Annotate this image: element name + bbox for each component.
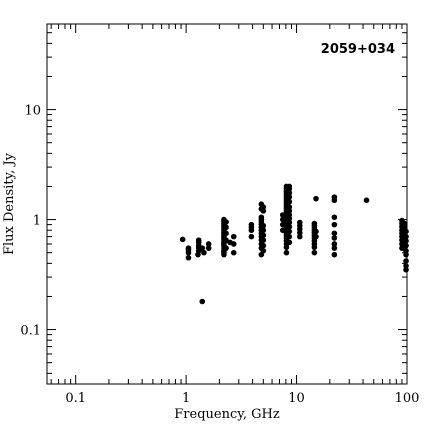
data-point [331,230,338,237]
data-point [230,249,237,256]
x-tick-label: 0.1 [65,391,86,406]
data-point [179,236,186,243]
data-point [286,233,293,240]
y-tick-label: 10 [24,104,41,119]
data-point [331,251,338,258]
data-point [403,238,409,244]
x-tick-label: 1 [182,391,190,406]
data-point [223,224,229,231]
data-point [230,241,237,247]
y-tick-labels: 0.1 1 10 [20,104,41,339]
data-point [260,222,267,229]
data-point [297,233,303,240]
data-point [260,237,267,243]
data-point [403,263,409,269]
data-point [331,221,338,228]
chart-title: 2059+034 [321,42,395,57]
data-point [331,194,338,200]
data-point [283,249,290,256]
data-point [313,228,319,235]
plot-frame [46,23,408,385]
data-point [223,245,229,251]
data-point [403,242,409,249]
x-axis-label: Frequency, GHz [174,407,280,422]
data-point [286,194,293,200]
data-point [248,221,255,228]
data-point [286,183,293,190]
data-point [403,258,409,264]
data-point [223,219,229,225]
data-point [205,241,212,247]
x-tick-labels: 0.1 1 10 100 [65,391,419,406]
data-point [260,208,267,214]
data-point [331,235,338,241]
data-point [286,239,293,246]
data-points [179,183,409,305]
data-point [403,228,409,235]
data-point [260,248,267,254]
y-axis-label: Flux Density, Jy [2,152,17,255]
y-tick-label: 1 [33,214,41,229]
data-point [258,214,265,221]
data-point [205,245,212,251]
data-point [260,232,267,239]
data-point [399,245,405,251]
data-point [223,230,229,237]
data-point [201,249,207,256]
data-point [403,233,409,240]
data-point [311,220,318,227]
data-point [363,197,370,204]
data-point [199,298,206,305]
data-point [286,223,293,230]
data-point [401,220,408,227]
data-point [286,228,293,235]
y-tick-label: 0.1 [20,324,41,339]
data-point [331,214,338,221]
data-point [286,190,293,196]
data-point [311,249,318,256]
data-point [260,242,267,249]
data-point [248,233,255,240]
axis-ticks [47,23,408,384]
data-point [331,245,338,251]
x-tick-label: 10 [288,391,305,406]
data-point [286,212,293,218]
data-point [195,237,202,243]
data-point [199,245,206,251]
data-point [286,204,293,210]
data-point [331,241,338,247]
x-tick-label: 100 [395,391,420,406]
data-point [260,227,267,234]
data-point [313,233,319,240]
data-point [286,199,293,205]
data-point [313,195,319,202]
data-point [185,254,192,261]
data-point [230,233,237,240]
data-point [403,248,409,254]
data-point [286,219,293,226]
data-point [403,266,409,273]
data-point [185,245,192,251]
data-point [297,219,303,226]
